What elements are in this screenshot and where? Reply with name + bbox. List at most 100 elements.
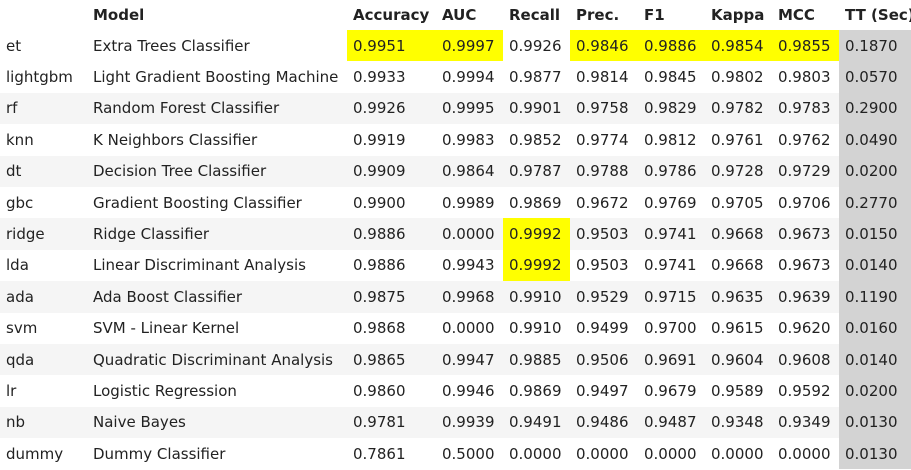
cell-mcc: 0.9620: [772, 312, 839, 344]
cell-training-time: 0.0150: [839, 218, 911, 250]
cell-f1: 0.9845: [638, 61, 705, 93]
cell-kappa: 0.9668: [705, 218, 772, 250]
cell-recall: 0.9491: [503, 406, 570, 439]
cell-mcc: 0.9762: [772, 124, 839, 156]
cell-f1: 0.9691: [638, 343, 705, 376]
cell-model-id: dummy: [0, 438, 87, 470]
cell-auc: 0.0000: [436, 312, 503, 344]
cell-auc: 0.5000: [436, 438, 503, 470]
header-f1: F1: [638, 0, 705, 30]
header-accuracy: Accuracy: [347, 0, 436, 30]
table-row: gbc Gradient Boosting Classifier 0.9900 0.9…: [0, 186, 911, 219]
table-row: ada Ada Boost Classifier 0.9875 0.9968 0.991…: [0, 281, 911, 313]
table-row: dt Decision Tree Classifier 0.9909 0.9864 0.…: [0, 155, 911, 187]
cell-model-name: Dummy Classifier: [87, 438, 347, 470]
cell-auc: 0.9995: [436, 92, 503, 125]
cell-precision: 0.9774: [570, 124, 638, 156]
table-row: lda Linear Discriminant Analysis 0.9886 0.9…: [0, 249, 911, 282]
cell-training-time: 0.0140: [839, 249, 911, 282]
header-recall: Recall: [503, 0, 570, 30]
cell-accuracy: 0.9865: [347, 343, 436, 376]
cell-kappa: 0.9348: [705, 406, 772, 439]
cell-model-id: et: [0, 30, 87, 62]
cell-training-time: 0.2770: [839, 186, 911, 219]
cell-training-time: 0.0160: [839, 312, 911, 344]
cell-precision: 0.9506: [570, 343, 638, 376]
table-row: knn K Neighbors Classifier 0.9919 0.9983 0.9…: [0, 124, 911, 156]
cell-precision: 0.0000: [570, 438, 638, 470]
cell-training-time: 0.0130: [839, 438, 911, 470]
cell-training-time: 0.2900: [839, 92, 911, 125]
header-auc: AUC: [436, 0, 503, 30]
cell-f1: 0.9886: [638, 30, 705, 62]
cell-precision: 0.9503: [570, 249, 638, 282]
cell-model-name: Ada Boost Classifier: [87, 281, 347, 313]
cell-model-id: lr: [0, 375, 87, 407]
cell-model-id: lightgbm: [0, 61, 87, 93]
cell-precision: 0.9846: [570, 30, 638, 62]
cell-f1: 0.9715: [638, 281, 705, 313]
cell-accuracy: 0.9900: [347, 186, 436, 219]
cell-auc: 0.0000: [436, 218, 503, 250]
cell-model-id: ada: [0, 281, 87, 313]
cell-accuracy: 0.9860: [347, 375, 436, 407]
cell-mcc: 0.9673: [772, 249, 839, 282]
cell-model-id: gbc: [0, 186, 87, 219]
cell-auc: 0.9994: [436, 61, 503, 93]
cell-kappa: 0.9802: [705, 61, 772, 93]
cell-model-name: Extra Trees Classifier: [87, 30, 347, 62]
table-row: svm SVM - Linear Kernel 0.9868 0.0000 0.9910…: [0, 312, 911, 344]
cell-training-time: 0.0140: [839, 343, 911, 376]
table-row: rf Random Forest Classifier 0.9926 0.9995 0.…: [0, 92, 911, 125]
cell-auc: 0.9968: [436, 281, 503, 313]
cell-f1: 0.9679: [638, 375, 705, 407]
cell-mcc: 0.9592: [772, 375, 839, 407]
cell-accuracy: 0.9875: [347, 281, 436, 313]
cell-f1: 0.9741: [638, 249, 705, 282]
cell-model-name: SVM - Linear Kernel: [87, 312, 347, 344]
cell-recall: 0.9852: [503, 124, 570, 156]
cell-recall: 0.9885: [503, 343, 570, 376]
cell-mcc: 0.9706: [772, 186, 839, 219]
cell-model-name: Quadratic Discriminant Analysis: [87, 343, 347, 376]
cell-mcc: 0.9729: [772, 155, 839, 187]
cell-mcc: 0.0000: [772, 438, 839, 470]
cell-precision: 0.9497: [570, 375, 638, 407]
table-row: qda Quadratic Discriminant Analysis 0.9865…: [0, 343, 911, 376]
cell-f1: 0.9829: [638, 92, 705, 125]
cell-training-time: 0.1190: [839, 281, 911, 313]
cell-precision: 0.9529: [570, 281, 638, 313]
cell-accuracy: 0.7861: [347, 438, 436, 470]
cell-auc: 0.9939: [436, 406, 503, 439]
table-header-row: Model Accuracy AUC Recall Prec. F1 Kappa…: [0, 0, 911, 30]
header-kappa: Kappa: [705, 0, 772, 30]
cell-recall: 0.9901: [503, 92, 570, 125]
cell-model-id: knn: [0, 124, 87, 156]
table-row: ridge Ridge Classifier 0.9886 0.0000 0.9992 0…: [0, 218, 911, 250]
cell-kappa: 0.0000: [705, 438, 772, 470]
cell-accuracy: 0.9933: [347, 61, 436, 93]
cell-recall: 0.9910: [503, 312, 570, 344]
cell-recall: 0.9869: [503, 186, 570, 219]
cell-training-time: 0.0200: [839, 155, 911, 187]
cell-kappa: 0.9854: [705, 30, 772, 62]
cell-accuracy: 0.9926: [347, 92, 436, 125]
cell-f1: 0.9741: [638, 218, 705, 250]
cell-f1: 0.9487: [638, 406, 705, 439]
cell-precision: 0.9758: [570, 92, 638, 125]
cell-precision: 0.9486: [570, 406, 638, 439]
cell-training-time: 0.0490: [839, 124, 911, 156]
cell-precision: 0.9788: [570, 155, 638, 187]
cell-model-name: Logistic Regression: [87, 375, 347, 407]
header-mcc: MCC: [772, 0, 839, 30]
cell-model-id: ridge: [0, 218, 87, 250]
cell-kappa: 0.9728: [705, 155, 772, 187]
cell-mcc: 0.9349: [772, 406, 839, 439]
cell-accuracy: 0.9781: [347, 406, 436, 439]
cell-kappa: 0.9604: [705, 343, 772, 376]
table-row: dummy Dummy Classifier 0.7861 0.5000 0.0000 0…: [0, 438, 911, 470]
cell-kappa: 0.9635: [705, 281, 772, 313]
cell-precision: 0.9814: [570, 61, 638, 93]
cell-model-name: Linear Discriminant Analysis: [87, 249, 347, 282]
cell-model-name: K Neighbors Classifier: [87, 124, 347, 156]
